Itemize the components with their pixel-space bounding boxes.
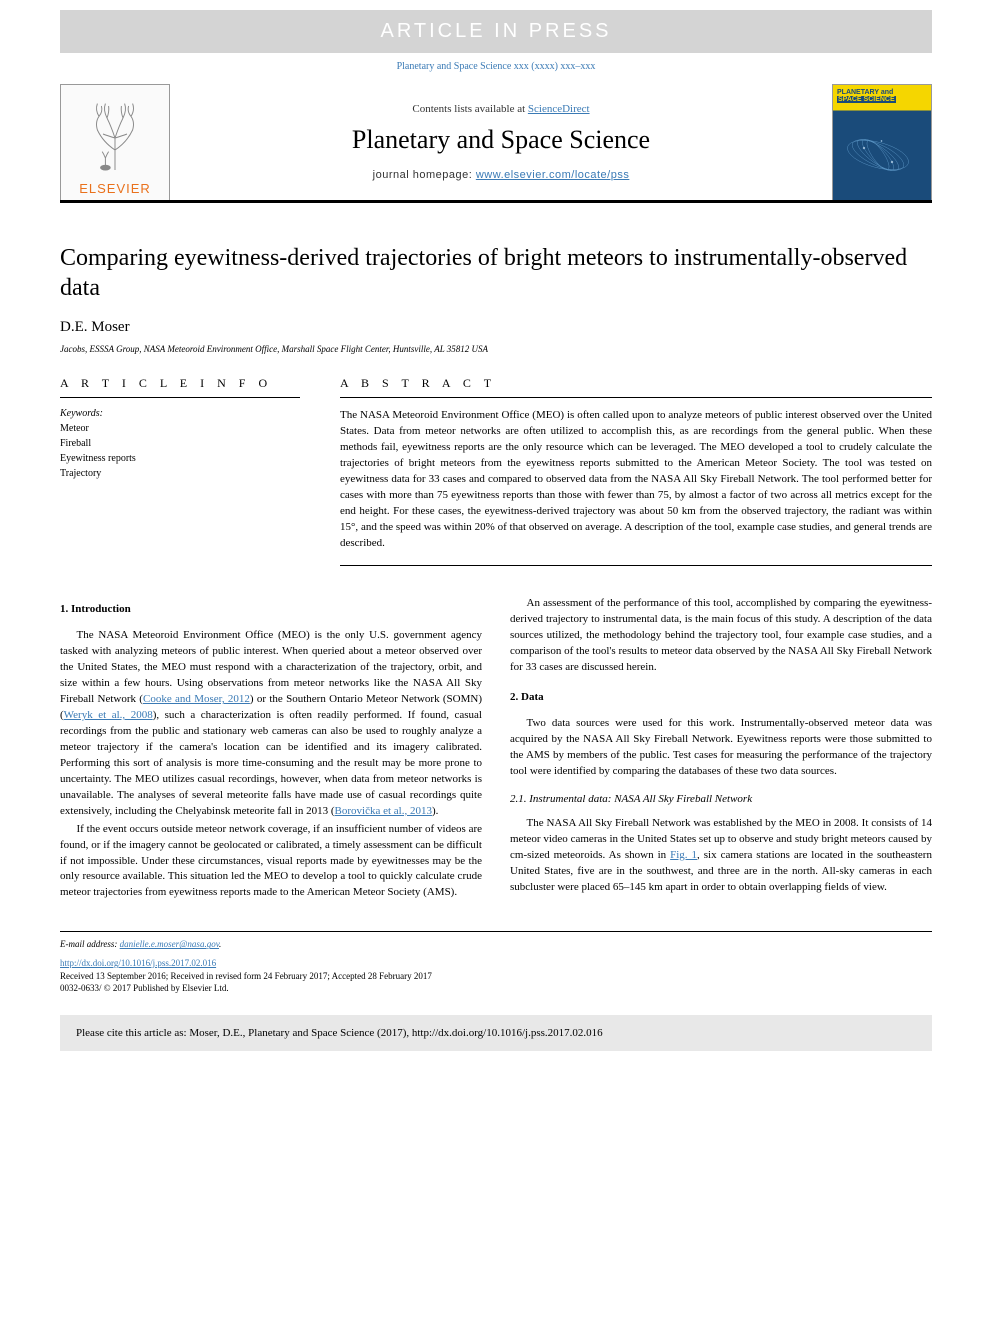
journal-cover-thumbnail[interactable]: PLANETARY and SPACE SCIENCE: [832, 84, 932, 200]
keyword: Fireball: [60, 436, 300, 451]
masthead: ELSEVIER Contents lists available at Sci…: [60, 84, 932, 203]
citation-link[interactable]: Cooke and Moser, 2012: [143, 693, 250, 705]
article-info-block: A R T I C L E I N F O Keywords: Meteor F…: [60, 376, 300, 566]
journal-title: Planetary and Space Science: [352, 125, 650, 155]
subsection-heading-21: 2.1. Instrumental data: NASA All Sky Fir…: [510, 792, 932, 808]
banner-text: ARTICLE IN PRESS: [380, 20, 611, 42]
abstract-text: The NASA Meteoroid Environment Office (M…: [340, 408, 932, 566]
section-heading-data: 2. Data: [510, 690, 932, 706]
sciencedirect-link[interactable]: ScienceDirect: [528, 103, 590, 115]
author-affiliation: Jacobs, ESSSA Group, NASA Meteoroid Envi…: [60, 344, 932, 354]
masthead-center: Contents lists available at ScienceDirec…: [170, 84, 832, 200]
keywords-label: Keywords:: [60, 408, 300, 419]
keywords-list: Meteor Fireball Eyewitness reports Traje…: [60, 421, 300, 481]
article-footer: E-mail address: danielle.e.moser@nasa.go…: [60, 931, 932, 994]
elsevier-logo[interactable]: ELSEVIER: [60, 84, 170, 200]
journal-reference: Planetary and Space Science xxx (xxxx) x…: [0, 61, 992, 72]
body-paragraph: Two data sources were used for this work…: [510, 716, 932, 780]
doi-link[interactable]: http://dx.doi.org/10.1016/j.pss.2017.02.…: [60, 957, 932, 970]
body-paragraph: If the event occurs outside meteor netwo…: [60, 822, 482, 902]
article-in-press-banner: ARTICLE IN PRESS: [60, 10, 932, 53]
email-link[interactable]: danielle.e.moser@nasa.gov: [120, 939, 219, 949]
cover-title: PLANETARY and SPACE SCIENCE: [837, 89, 927, 103]
corresponding-email: E-mail address: danielle.e.moser@nasa.go…: [60, 938, 932, 951]
cite-as-box: Please cite this article as: Moser, D.E.…: [60, 1015, 932, 1051]
section-heading-intro: 1. Introduction: [60, 602, 482, 618]
article-info-heading: A R T I C L E I N F O: [60, 376, 300, 398]
journal-homepage-link[interactable]: www.elsevier.com/locate/pss: [476, 169, 630, 181]
abstract-heading: A B S T R A C T: [340, 376, 932, 398]
article-title: Comparing eyewitness-derived trajectorie…: [60, 243, 932, 303]
journal-homepage-line: journal homepage: www.elsevier.com/locat…: [373, 169, 630, 181]
body-paragraph: The NASA All Sky Fireball Network was es…: [510, 816, 932, 896]
received-dates: Received 13 September 2016; Received in …: [60, 970, 932, 983]
article-body: 1. Introduction The NASA Meteoroid Envir…: [60, 596, 932, 901]
body-paragraph: The NASA Meteoroid Environment Office (M…: [60, 628, 482, 819]
abstract-block: A B S T R A C T The NASA Meteoroid Envir…: [340, 376, 932, 566]
author-name: D.E. Moser: [60, 319, 932, 336]
cover-art-icon: [843, 120, 913, 190]
citation-link[interactable]: Borovička et al., 2013: [335, 805, 432, 817]
figure-link[interactable]: Fig. 1: [670, 849, 697, 861]
keyword: Meteor: [60, 421, 300, 436]
elsevier-tree-icon: [70, 89, 160, 179]
keyword: Eyewitness reports: [60, 451, 300, 466]
copyright-line: 0032-0633/ © 2017 Published by Elsevier …: [60, 982, 932, 995]
body-paragraph: An assessment of the performance of this…: [510, 596, 932, 676]
contents-available-line: Contents lists available at ScienceDirec…: [412, 103, 589, 115]
keyword: Trajectory: [60, 466, 300, 481]
citation-link[interactable]: Weryk et al., 2008: [64, 709, 153, 721]
elsevier-wordmark: ELSEVIER: [79, 181, 151, 196]
